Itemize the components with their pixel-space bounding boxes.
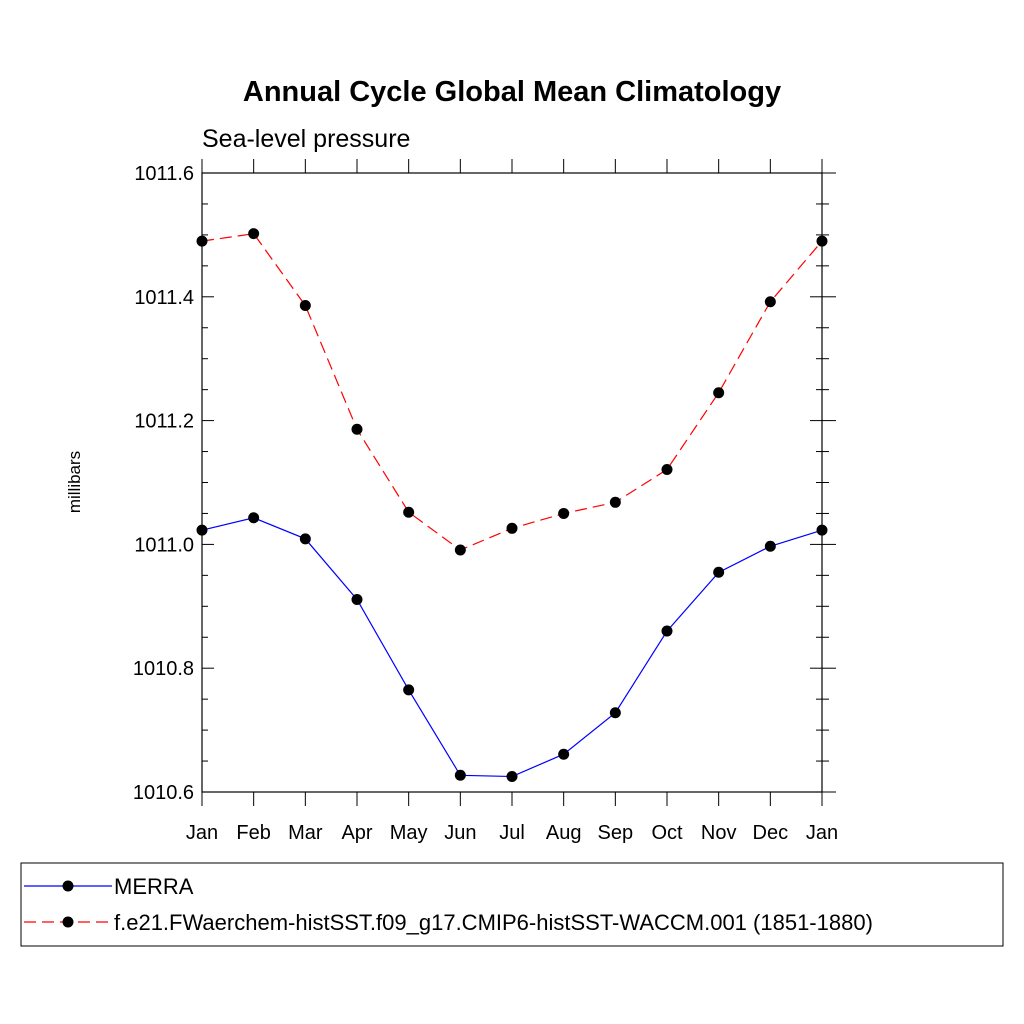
- x-tick-label: Nov: [701, 822, 737, 844]
- legend-label-1: f.e21.FWaerchem-histSST.f09_g17.CMIP6-hi…: [114, 910, 873, 935]
- series-1-point: [403, 506, 415, 518]
- legend-marker-0: [62, 880, 74, 892]
- series-0-point: [196, 524, 208, 536]
- series-1-point: [351, 423, 363, 435]
- series-0-point: [609, 707, 621, 719]
- series-line-1: [201, 233, 823, 551]
- series-1-point: [454, 544, 466, 556]
- x-tick-label: Aug: [546, 822, 582, 844]
- legend: MERRA f.e21.FWaerchem-histSST.f09_g17.CMI…: [24, 874, 873, 935]
- series-0-point: [558, 748, 570, 760]
- x-tick-label: Oct: [651, 822, 683, 844]
- series-1-point: [506, 522, 518, 534]
- series-1-point: [299, 299, 311, 311]
- series-0-point: [248, 512, 260, 524]
- series-1-point: [248, 228, 260, 240]
- series-1-point: [661, 464, 673, 476]
- chart-title: Annual Cycle Global Mean Climatology: [243, 76, 781, 108]
- series-0-point: [506, 771, 518, 783]
- series-1-point: [713, 387, 725, 399]
- x-tick-label: Jun: [444, 822, 476, 844]
- x-tick-label: Feb: [236, 822, 270, 844]
- axis-ticks: [201, 159, 836, 806]
- series-1-point: [609, 496, 621, 508]
- series-0-point: [299, 533, 311, 545]
- y-axis-label: millibars: [65, 451, 84, 513]
- chart-subtitle: Sea-level pressure: [202, 125, 410, 153]
- series-0-point: [403, 684, 415, 696]
- x-tick-label: Jan: [186, 822, 218, 844]
- series-0-point: [351, 593, 363, 605]
- y-tick-label: 1011.2: [134, 411, 194, 433]
- y-tick-label: 1010.8: [133, 658, 194, 680]
- series-0-point: [816, 524, 828, 536]
- y-tick-label: 1011.6: [134, 163, 194, 185]
- legend-marker-1: [62, 916, 74, 928]
- x-tick-labels: Jan Feb Mar Apr May Jun Jul Aug Sep Oct Nov Dec Jan: [186, 822, 838, 844]
- x-tick-label: Jul: [499, 822, 525, 844]
- series-0-point: [454, 769, 466, 781]
- series-1-point: [764, 296, 776, 308]
- y-tick-label: 1011.4: [134, 287, 194, 309]
- series-0-point: [661, 625, 673, 637]
- x-tick-label: Jan: [806, 822, 838, 844]
- series-1-point: [816, 235, 828, 247]
- series-layer: [196, 228, 828, 783]
- y-tick-label: 1010.6: [133, 782, 194, 804]
- series-0-point: [713, 566, 725, 578]
- y-tick-labels: 1010.6 1010.8 1011.0 1011.2 1011.4 1011.6: [133, 163, 194, 804]
- plot-frame: [201, 172, 823, 793]
- legend-label-0: MERRA: [114, 874, 194, 899]
- legend-box: [20, 862, 1004, 947]
- series-line-0: [201, 517, 823, 778]
- series-1-point: [196, 235, 208, 247]
- y-tick-label: 1011.0: [134, 534, 194, 556]
- x-tick-label: Apr: [341, 822, 372, 844]
- x-tick-label: Sep: [598, 822, 634, 844]
- x-tick-label: May: [390, 822, 428, 844]
- x-tick-label: Dec: [753, 822, 789, 844]
- x-tick-label: Mar: [288, 822, 323, 844]
- series-1-point: [558, 507, 570, 519]
- series-0-point: [764, 540, 776, 552]
